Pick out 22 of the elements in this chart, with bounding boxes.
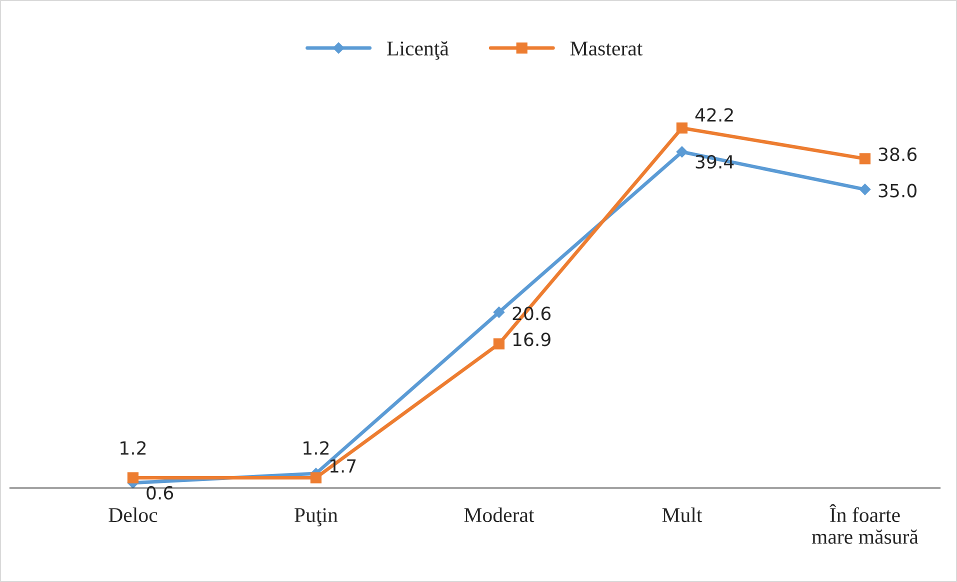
x-tick-label: În foarte mare măsură [812,504,918,544]
data-label: 1.2 [304,441,329,455]
data-label: 42.2 [695,108,733,122]
point [859,184,871,196]
point [676,122,688,134]
legend-label: Masterat [570,42,643,56]
point [493,338,505,350]
legend-label: Licenţă [387,41,449,60]
point [493,306,505,318]
x-tick-label: Moderat [464,507,534,522]
point [676,146,688,158]
x-tick-label: Mult [662,507,702,522]
data-label: 1.2 [120,441,146,455]
point [310,472,322,484]
data-label: 0.6 [146,486,174,500]
data-label: 38.6 [878,148,917,162]
x-tick-label: Puţin [294,508,338,526]
point [127,472,139,484]
point [859,153,871,164]
data-label: 16.9 [513,332,550,346]
data-label: 35.0 [878,184,916,198]
x-tick-label: Deloc [108,507,158,522]
